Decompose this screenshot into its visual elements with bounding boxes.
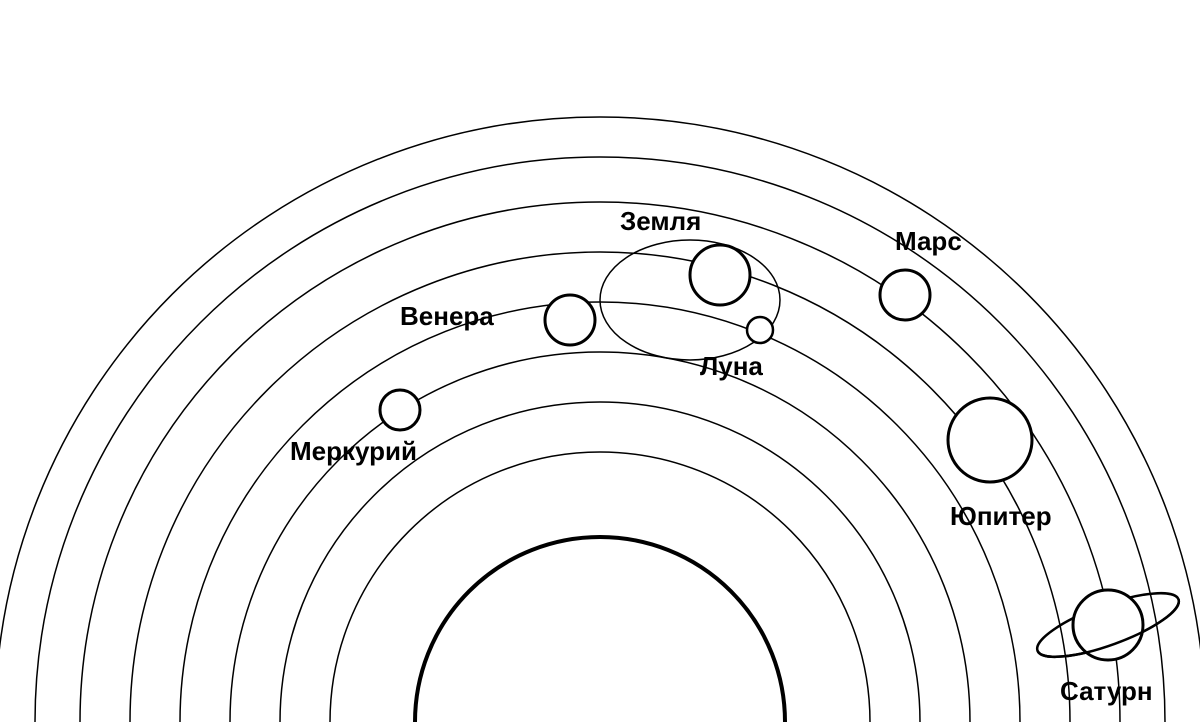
- label-venus: Венера: [400, 301, 494, 331]
- label-mercury: Меркурий: [290, 436, 417, 466]
- sun: [415, 537, 785, 722]
- planet-earth: [690, 245, 750, 305]
- label-moon: Луна: [700, 351, 763, 381]
- solar-system-diagram: Меркурий Венера Земля Луна Марс Юпитер С…: [0, 0, 1200, 722]
- label-earth: Земля: [620, 206, 701, 236]
- planet-mars: [880, 270, 930, 320]
- planet-mercury: [380, 390, 420, 430]
- label-saturn: Сатурн: [1060, 676, 1153, 706]
- moon: [747, 317, 773, 343]
- label-jupiter: Юпитер: [950, 501, 1052, 531]
- planet-saturn: [1073, 590, 1143, 660]
- label-mars: Марс: [895, 226, 962, 256]
- planet-venus: [545, 295, 595, 345]
- planet-jupiter: [948, 398, 1032, 482]
